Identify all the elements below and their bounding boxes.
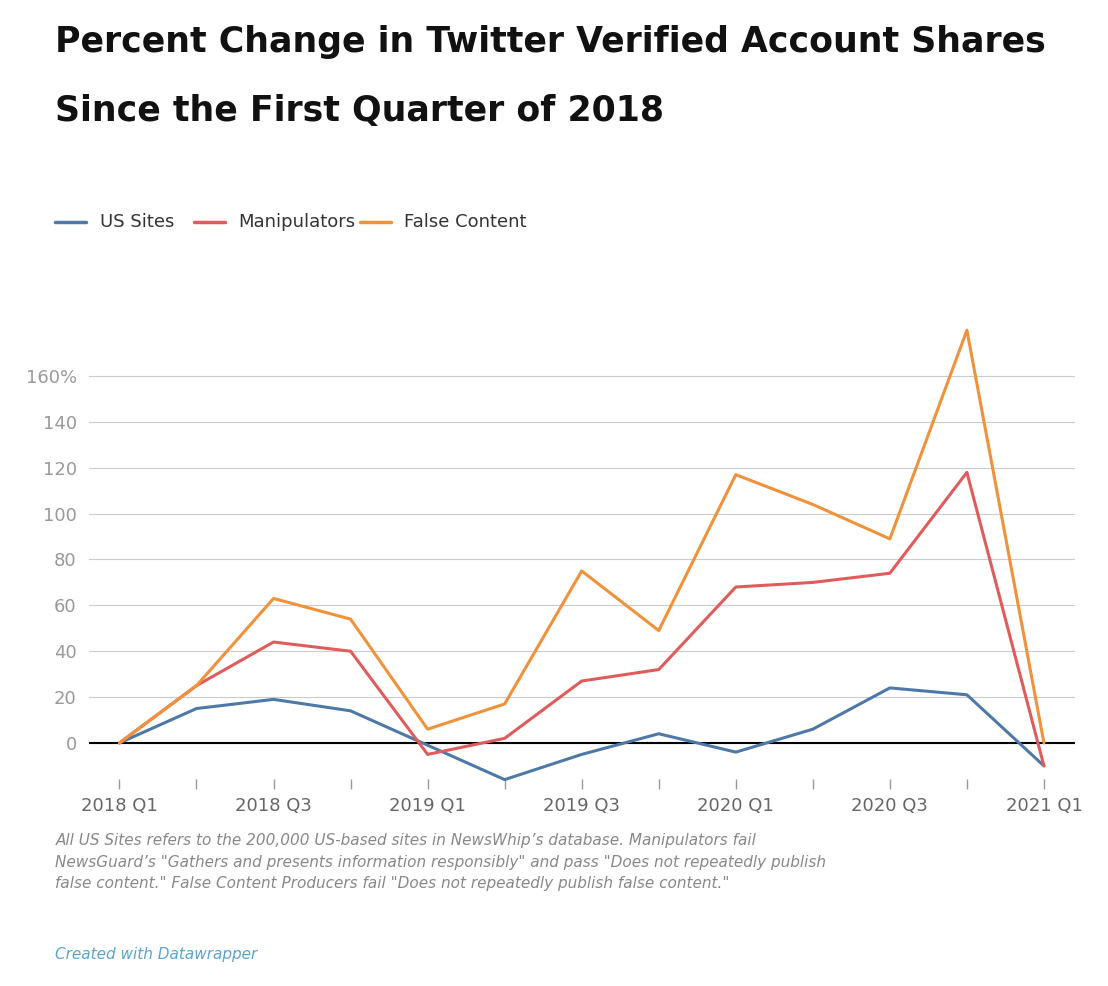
Text: All US Sites refers to the 200,000 US-based sites in NewsWhip’s database. Manipu: All US Sites refers to the 200,000 US-ba…: [55, 833, 827, 891]
Text: Percent Change in Twitter Verified Account Shares: Percent Change in Twitter Verified Accou…: [55, 25, 1046, 58]
Text: Manipulators: Manipulators: [238, 213, 356, 231]
Text: US Sites: US Sites: [100, 213, 174, 231]
Text: False Content: False Content: [404, 213, 527, 231]
Text: Since the First Quarter of 2018: Since the First Quarter of 2018: [55, 94, 665, 127]
Text: Created with Datawrapper: Created with Datawrapper: [55, 947, 258, 961]
